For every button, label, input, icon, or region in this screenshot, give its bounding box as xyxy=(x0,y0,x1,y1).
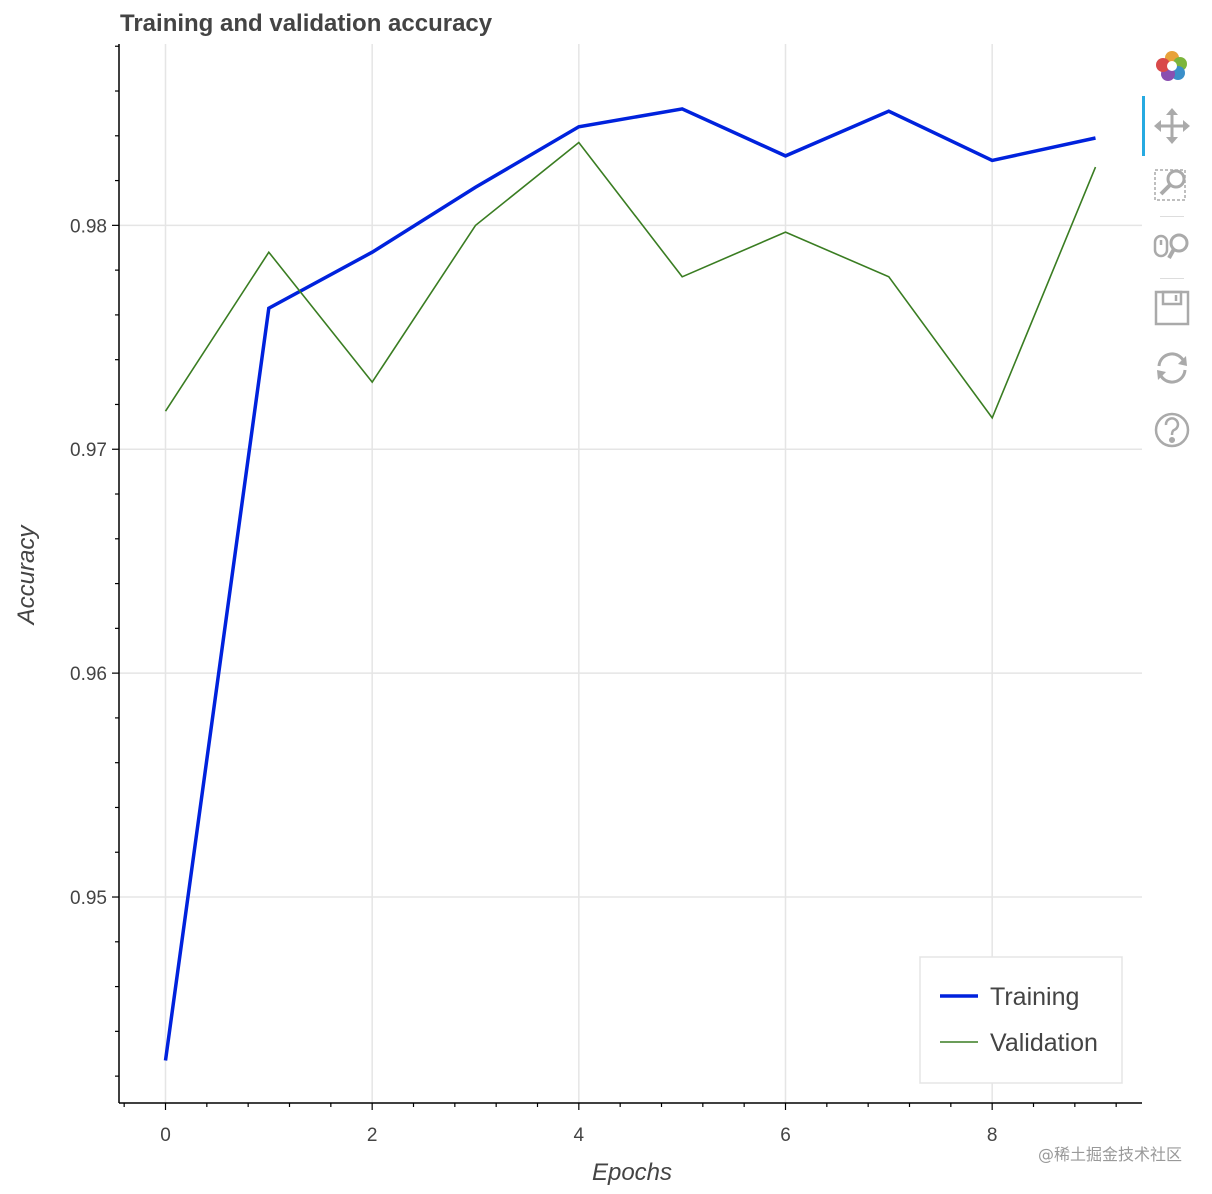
y-tick-label: 0.97 xyxy=(70,440,107,461)
help-icon[interactable] xyxy=(1150,408,1194,452)
x-tick-label: 8 xyxy=(987,1125,998,1146)
y-axis-label: Accuracy xyxy=(13,524,40,627)
toolbar-separator xyxy=(1160,278,1184,279)
series-line-training xyxy=(163,107,1096,1061)
chart-title: Training and validation accuracy xyxy=(120,10,493,37)
legend-box xyxy=(919,956,1123,1084)
y-tick-label: 0.95 xyxy=(70,888,107,909)
legend-label: Training xyxy=(990,983,1079,1011)
series-group xyxy=(163,107,1097,1061)
axes: 0 2 4 6 8 0.95 0.96 0.97 0.98 xyxy=(70,44,1142,1146)
wheel-zoom-icon[interactable] xyxy=(1150,224,1194,268)
x-tick-label: 6 xyxy=(780,1125,791,1146)
toolbar-separator xyxy=(1160,216,1184,217)
pan-icon[interactable] xyxy=(1150,104,1194,148)
x-tick-label: 2 xyxy=(367,1125,378,1146)
box-zoom-icon[interactable] xyxy=(1150,162,1194,206)
legend-label: Validation xyxy=(990,1029,1098,1057)
watermark: @稀土掘金技术社区 xyxy=(1038,1145,1182,1164)
y-tick-label: 0.96 xyxy=(70,664,107,685)
grid xyxy=(119,44,1142,1103)
legend: Training Validation xyxy=(919,956,1123,1084)
y-tick-label: 0.98 xyxy=(70,216,107,237)
x-tick-label: 0 xyxy=(160,1125,171,1146)
series-line-validation xyxy=(164,141,1097,420)
x-tick-label: 4 xyxy=(574,1125,585,1146)
bokeh-logo-icon[interactable] xyxy=(1150,44,1194,88)
x-axis-label: Epochs xyxy=(592,1159,672,1186)
active-tool-indicator xyxy=(1142,96,1145,156)
save-icon[interactable] xyxy=(1150,286,1194,330)
toolbar xyxy=(1142,44,1202,464)
reset-icon[interactable] xyxy=(1150,346,1194,390)
